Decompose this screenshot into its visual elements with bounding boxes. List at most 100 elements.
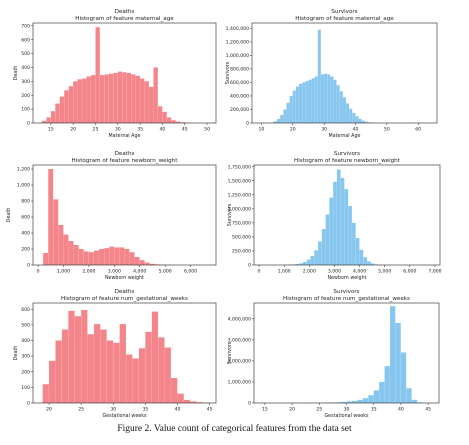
x-tick-label: 35 — [371, 407, 377, 413]
y-tick-label: 3,000,000 — [228, 337, 251, 343]
histogram-bar — [63, 234, 69, 265]
histogram-bar — [144, 262, 150, 265]
x-tick-label: 40 — [353, 127, 359, 133]
y-tick-label: 100 — [21, 385, 30, 391]
y-tick-label: 0 — [27, 121, 30, 127]
x-tick-label: 3,000 — [328, 269, 341, 275]
histogram-bar — [41, 120, 47, 123]
x-tick-label: 50 — [204, 127, 210, 133]
x-tick-label: 4,000 — [353, 269, 366, 275]
x-tick-label: 20 — [70, 127, 76, 133]
plot-frame — [32, 302, 217, 404]
y-tick-label: 2,000,000 — [228, 358, 251, 364]
histogram-bar — [336, 85, 340, 123]
histogram-bar — [314, 250, 318, 265]
histogram-bar — [352, 222, 356, 265]
histogram-bar — [351, 400, 358, 403]
chart-title: Deaths — [115, 151, 135, 157]
histogram-bar — [73, 245, 79, 265]
histogram-bar — [158, 337, 165, 404]
histogram-bar — [106, 340, 114, 403]
x-tick-label: 45 — [207, 407, 213, 413]
histogram-bar — [140, 78, 145, 123]
histogram-bar — [164, 347, 171, 403]
histogram-bar — [126, 73, 132, 123]
y-tick-label: 400 — [21, 65, 30, 71]
x-axis-label: Maternal Age — [329, 133, 361, 139]
x-tick-label: 10 — [258, 127, 264, 133]
chart-subtitle: Histogram of feature maternal_age — [75, 16, 174, 22]
histogram-bar — [68, 86, 74, 123]
histogram-bar — [166, 117, 172, 123]
histogram-bar — [119, 324, 126, 403]
histogram-bar — [48, 169, 54, 265]
histogram-bar — [346, 103, 350, 123]
histogram-bar — [87, 334, 94, 403]
histogram-bar — [321, 229, 326, 265]
chart-title: Survivors — [331, 9, 357, 15]
histogram-bar — [303, 261, 307, 265]
histogram-bar — [171, 378, 178, 403]
histogram-bar — [46, 117, 51, 123]
x-tick-label: 0 — [258, 269, 261, 275]
histogram-bar — [295, 86, 299, 123]
histogram-bar — [357, 399, 363, 403]
y-tick-label: 600 — [21, 37, 30, 43]
histogram-bar — [333, 181, 337, 265]
x-tick-label: 25 — [93, 127, 99, 133]
histogram-bar — [104, 248, 110, 265]
y-tick-label: 400,000 — [230, 94, 249, 100]
plot-frame — [253, 302, 440, 404]
histogram-bar — [335, 402, 341, 403]
histogram-bar — [153, 67, 158, 123]
histogram-bar — [305, 81, 309, 123]
histogram-bar — [42, 384, 49, 403]
histogram-bar — [58, 225, 64, 265]
histogram-bar — [183, 399, 191, 404]
histogram-bar — [190, 401, 197, 403]
histogram-bar — [119, 247, 125, 265]
y-tick-label: 600 — [21, 215, 30, 221]
y-tick-label: 1,750,000 — [228, 164, 251, 170]
histogram-bar — [55, 340, 62, 403]
histogram-bar — [277, 118, 281, 123]
y-axis-label: Death — [13, 346, 19, 361]
x-tick-label: 20 — [289, 407, 295, 413]
y-axis-label: Death — [6, 208, 12, 223]
x-tick-label: 15 — [48, 127, 54, 133]
y-axis-label: Survivors — [227, 203, 233, 226]
x-tick-label: 30 — [115, 127, 121, 133]
x-axis-label: Newborn weight — [105, 275, 144, 281]
histogram-bar — [49, 360, 56, 403]
histogram-bar — [162, 111, 167, 123]
y-tick-label: 1,500,000 — [228, 178, 251, 184]
histogram-bar — [311, 78, 315, 123]
histogram-bar — [314, 76, 318, 123]
histogram-bar — [306, 259, 311, 265]
y-tick-label: 1,200,000 — [226, 40, 249, 46]
histogram-bar — [373, 390, 379, 403]
histogram-bar — [295, 263, 300, 265]
histogram-bar — [317, 29, 321, 123]
x-tick-label: 35 — [142, 407, 148, 413]
histogram-bar — [144, 81, 149, 123]
histogram-bar — [341, 401, 347, 403]
histogram-bar — [145, 331, 152, 403]
histogram-bar — [124, 249, 130, 265]
histogram-bar — [43, 253, 49, 265]
histogram-bar — [363, 257, 367, 265]
x-tick-label: 30 — [321, 127, 327, 133]
x-tick-label: 45 — [425, 407, 431, 413]
histogram-bar — [151, 311, 159, 403]
chart-subtitle: Histogram of feature num_gestational_wee… — [61, 296, 188, 302]
y-tick-label: 200 — [21, 93, 30, 99]
histogram-bar — [99, 249, 105, 265]
histogram-bar — [318, 241, 322, 265]
histogram-bar — [299, 83, 303, 123]
histogram-bar — [310, 256, 315, 265]
x-tick-label: 20 — [290, 127, 296, 133]
histogram-bar — [74, 316, 82, 403]
